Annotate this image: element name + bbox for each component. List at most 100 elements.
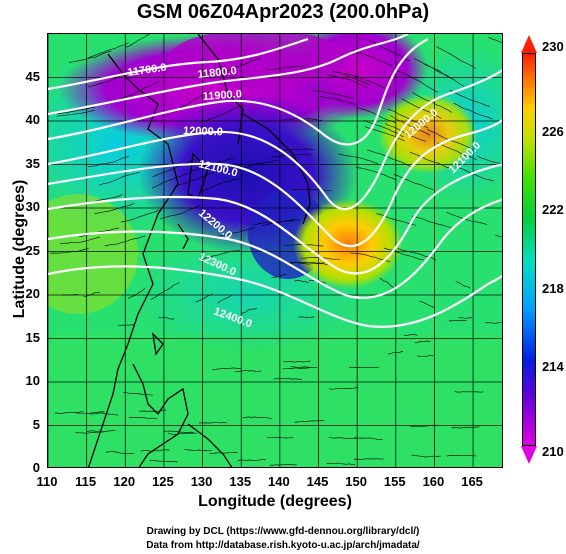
streamline xyxy=(88,156,129,168)
streamline xyxy=(124,34,151,48)
contour-12200 xyxy=(48,163,502,275)
streamline xyxy=(355,167,397,181)
y-tick-label: 30 xyxy=(25,199,40,214)
streamline xyxy=(488,37,502,43)
streamline xyxy=(393,174,434,191)
streamline xyxy=(455,166,494,182)
streamline xyxy=(217,294,233,304)
x-tick-label: 115 xyxy=(75,474,97,489)
y-tick-label: 0 xyxy=(32,460,40,475)
y-axis-label: Latitude (degrees) xyxy=(11,179,28,319)
streamline xyxy=(199,421,227,424)
colorbar-min-arrow xyxy=(521,446,537,464)
streamline xyxy=(412,215,454,230)
streamline xyxy=(152,158,195,178)
streamline xyxy=(294,420,325,423)
streamline xyxy=(379,277,396,289)
streamline xyxy=(221,57,262,74)
streamline xyxy=(416,354,434,357)
y-tick-label: 15 xyxy=(25,329,40,345)
streamline xyxy=(61,294,79,296)
streamline xyxy=(298,316,315,318)
streamline xyxy=(319,96,357,106)
x-tick-label: 145 xyxy=(306,474,329,489)
streamline xyxy=(356,106,396,124)
streamline xyxy=(162,282,180,293)
y-tick-label: 20 xyxy=(25,286,40,301)
streamline xyxy=(211,367,242,370)
map-plot-area: 11700.0 11800.0 11900.0 12000.0 12100.0 … xyxy=(47,33,503,468)
streamline xyxy=(128,417,157,419)
streamline xyxy=(294,280,309,284)
streamline xyxy=(435,46,476,69)
streamline xyxy=(160,204,201,220)
contour-label: 12000.0 xyxy=(183,125,223,138)
streamline xyxy=(332,71,371,86)
y-tick-label: 25 xyxy=(25,242,40,258)
x-tick-label: 160 xyxy=(422,474,445,489)
streamline xyxy=(104,235,146,247)
streamline xyxy=(86,429,116,433)
streamline xyxy=(282,367,310,370)
x-tick-label: 130 xyxy=(190,474,213,489)
y-tick-label: 10 xyxy=(25,373,40,388)
streamline xyxy=(291,188,333,192)
streamline xyxy=(448,320,467,322)
streamline xyxy=(412,92,453,113)
streamline xyxy=(240,307,257,314)
streamline xyxy=(419,300,435,308)
streamline xyxy=(149,460,178,463)
streamline xyxy=(158,316,175,320)
streamline xyxy=(173,172,215,188)
y-tick-label: 35 xyxy=(25,155,40,171)
streamline xyxy=(87,42,129,59)
streamline xyxy=(449,89,490,107)
contour-12300 xyxy=(48,198,502,299)
streamline xyxy=(387,108,429,129)
credit-drawing: Drawing by DCL (https://www.gfd-dennou.o… xyxy=(146,526,420,537)
streamline xyxy=(271,273,287,279)
y-tick-label: 40 xyxy=(25,112,40,127)
colorbar-tick-label: 226 xyxy=(542,123,564,139)
streamline xyxy=(390,115,430,136)
streamline xyxy=(458,316,473,319)
streamline xyxy=(198,178,240,193)
streamline xyxy=(338,153,378,164)
streamline xyxy=(326,462,356,465)
streamline xyxy=(312,90,353,99)
contour-11700 xyxy=(48,37,309,91)
streamline xyxy=(353,458,384,460)
streamline xyxy=(203,105,244,123)
streamline xyxy=(273,377,302,380)
streamline xyxy=(485,322,502,324)
streamline xyxy=(50,248,89,254)
contour-11800 xyxy=(48,34,409,116)
streamline xyxy=(123,391,153,396)
contour-12000 xyxy=(48,69,502,211)
streamline xyxy=(495,234,502,238)
contour-11900 xyxy=(48,38,429,146)
streamline xyxy=(267,436,294,439)
colorbar-tick-label: 218 xyxy=(542,280,564,296)
streamline xyxy=(209,452,238,455)
contour-label: 11700.0 xyxy=(127,62,167,79)
colorbar-max-arrow xyxy=(521,35,537,53)
field-purple-upper xyxy=(168,34,348,89)
streamline xyxy=(239,159,278,170)
streamline xyxy=(198,249,240,261)
streamline xyxy=(411,454,441,458)
streamline xyxy=(140,449,170,452)
streamline xyxy=(128,288,146,299)
streamline xyxy=(237,459,266,461)
contour-label: 11900.0 xyxy=(202,88,242,103)
colorbar xyxy=(522,53,536,446)
streamline xyxy=(326,74,368,88)
streamline xyxy=(54,411,84,414)
streamline xyxy=(83,291,100,297)
streamline xyxy=(454,391,484,393)
streamline xyxy=(269,464,297,466)
streamline xyxy=(139,409,167,412)
streamline xyxy=(261,219,300,227)
streamline xyxy=(213,227,255,238)
streamline xyxy=(56,106,96,115)
